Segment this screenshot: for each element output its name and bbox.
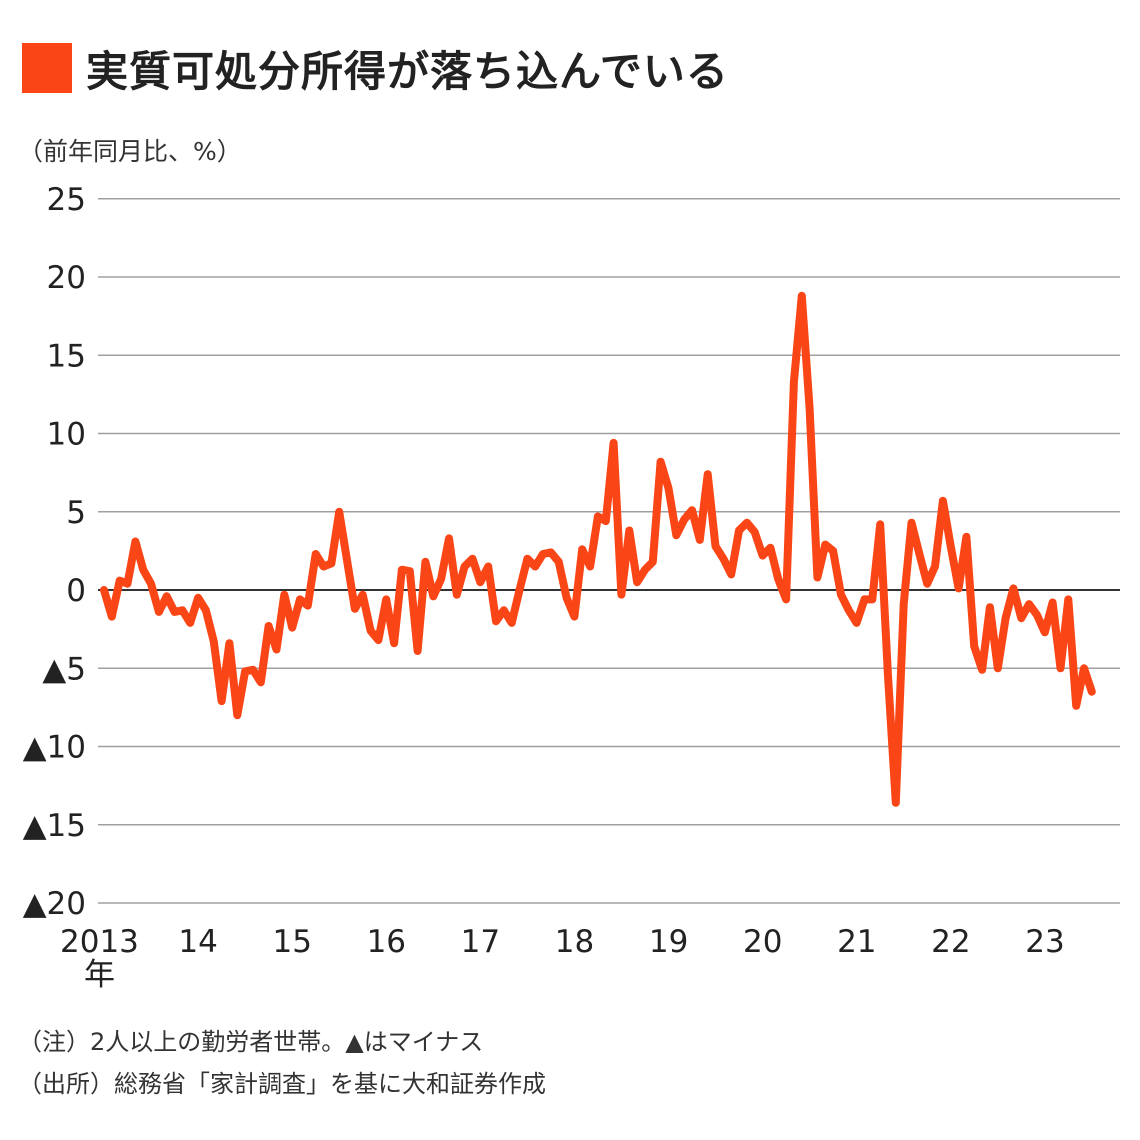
y-tick-label: 25 xyxy=(47,182,86,218)
y-tick-label: ▲5 xyxy=(42,651,86,687)
y-tick-label: 0 xyxy=(66,573,86,609)
y-tick-label: ▲10 xyxy=(23,730,86,766)
footnote-source: （出所）総務省「家計調査」を基に大和証券作成 xyxy=(18,1070,546,1098)
x-tick-label: 19 xyxy=(649,924,688,960)
title-marker-square xyxy=(22,43,72,93)
x-tick-label: 20 xyxy=(743,924,782,960)
x-tick-label: 21 xyxy=(837,924,876,960)
chart-title-row: 実質可処分所得が落ち込んでいる xyxy=(22,38,729,98)
y-axis-unit-label: （前年同月比、%） xyxy=(18,137,242,166)
x-tick-label: 17 xyxy=(461,924,500,960)
x-tick-label: 14 xyxy=(178,924,217,960)
x-tick-label: 18 xyxy=(555,924,594,960)
y-tick-label: ▲20 xyxy=(23,886,86,922)
y-tick-label: ▲15 xyxy=(23,808,86,844)
y-tick-label: 10 xyxy=(47,417,86,453)
y-tick-label: 5 xyxy=(66,495,86,531)
footnote-note: （注）2人以上の勤労者世帯。▲はマイナス xyxy=(18,1028,484,1056)
chart-title: 実質可処分所得が落ち込んでいる xyxy=(86,46,729,96)
x-tick-suffix: 年 xyxy=(84,957,115,993)
x-tick-label: 16 xyxy=(367,924,406,960)
x-tick-label: 2013 xyxy=(60,924,139,960)
x-tick-label: 15 xyxy=(272,924,311,960)
y-tick-label: 15 xyxy=(47,338,86,374)
series-line xyxy=(100,291,1096,807)
y-tick-label: 20 xyxy=(47,260,86,296)
x-tick-label: 23 xyxy=(1025,924,1064,960)
x-tick-label: 22 xyxy=(931,924,970,960)
